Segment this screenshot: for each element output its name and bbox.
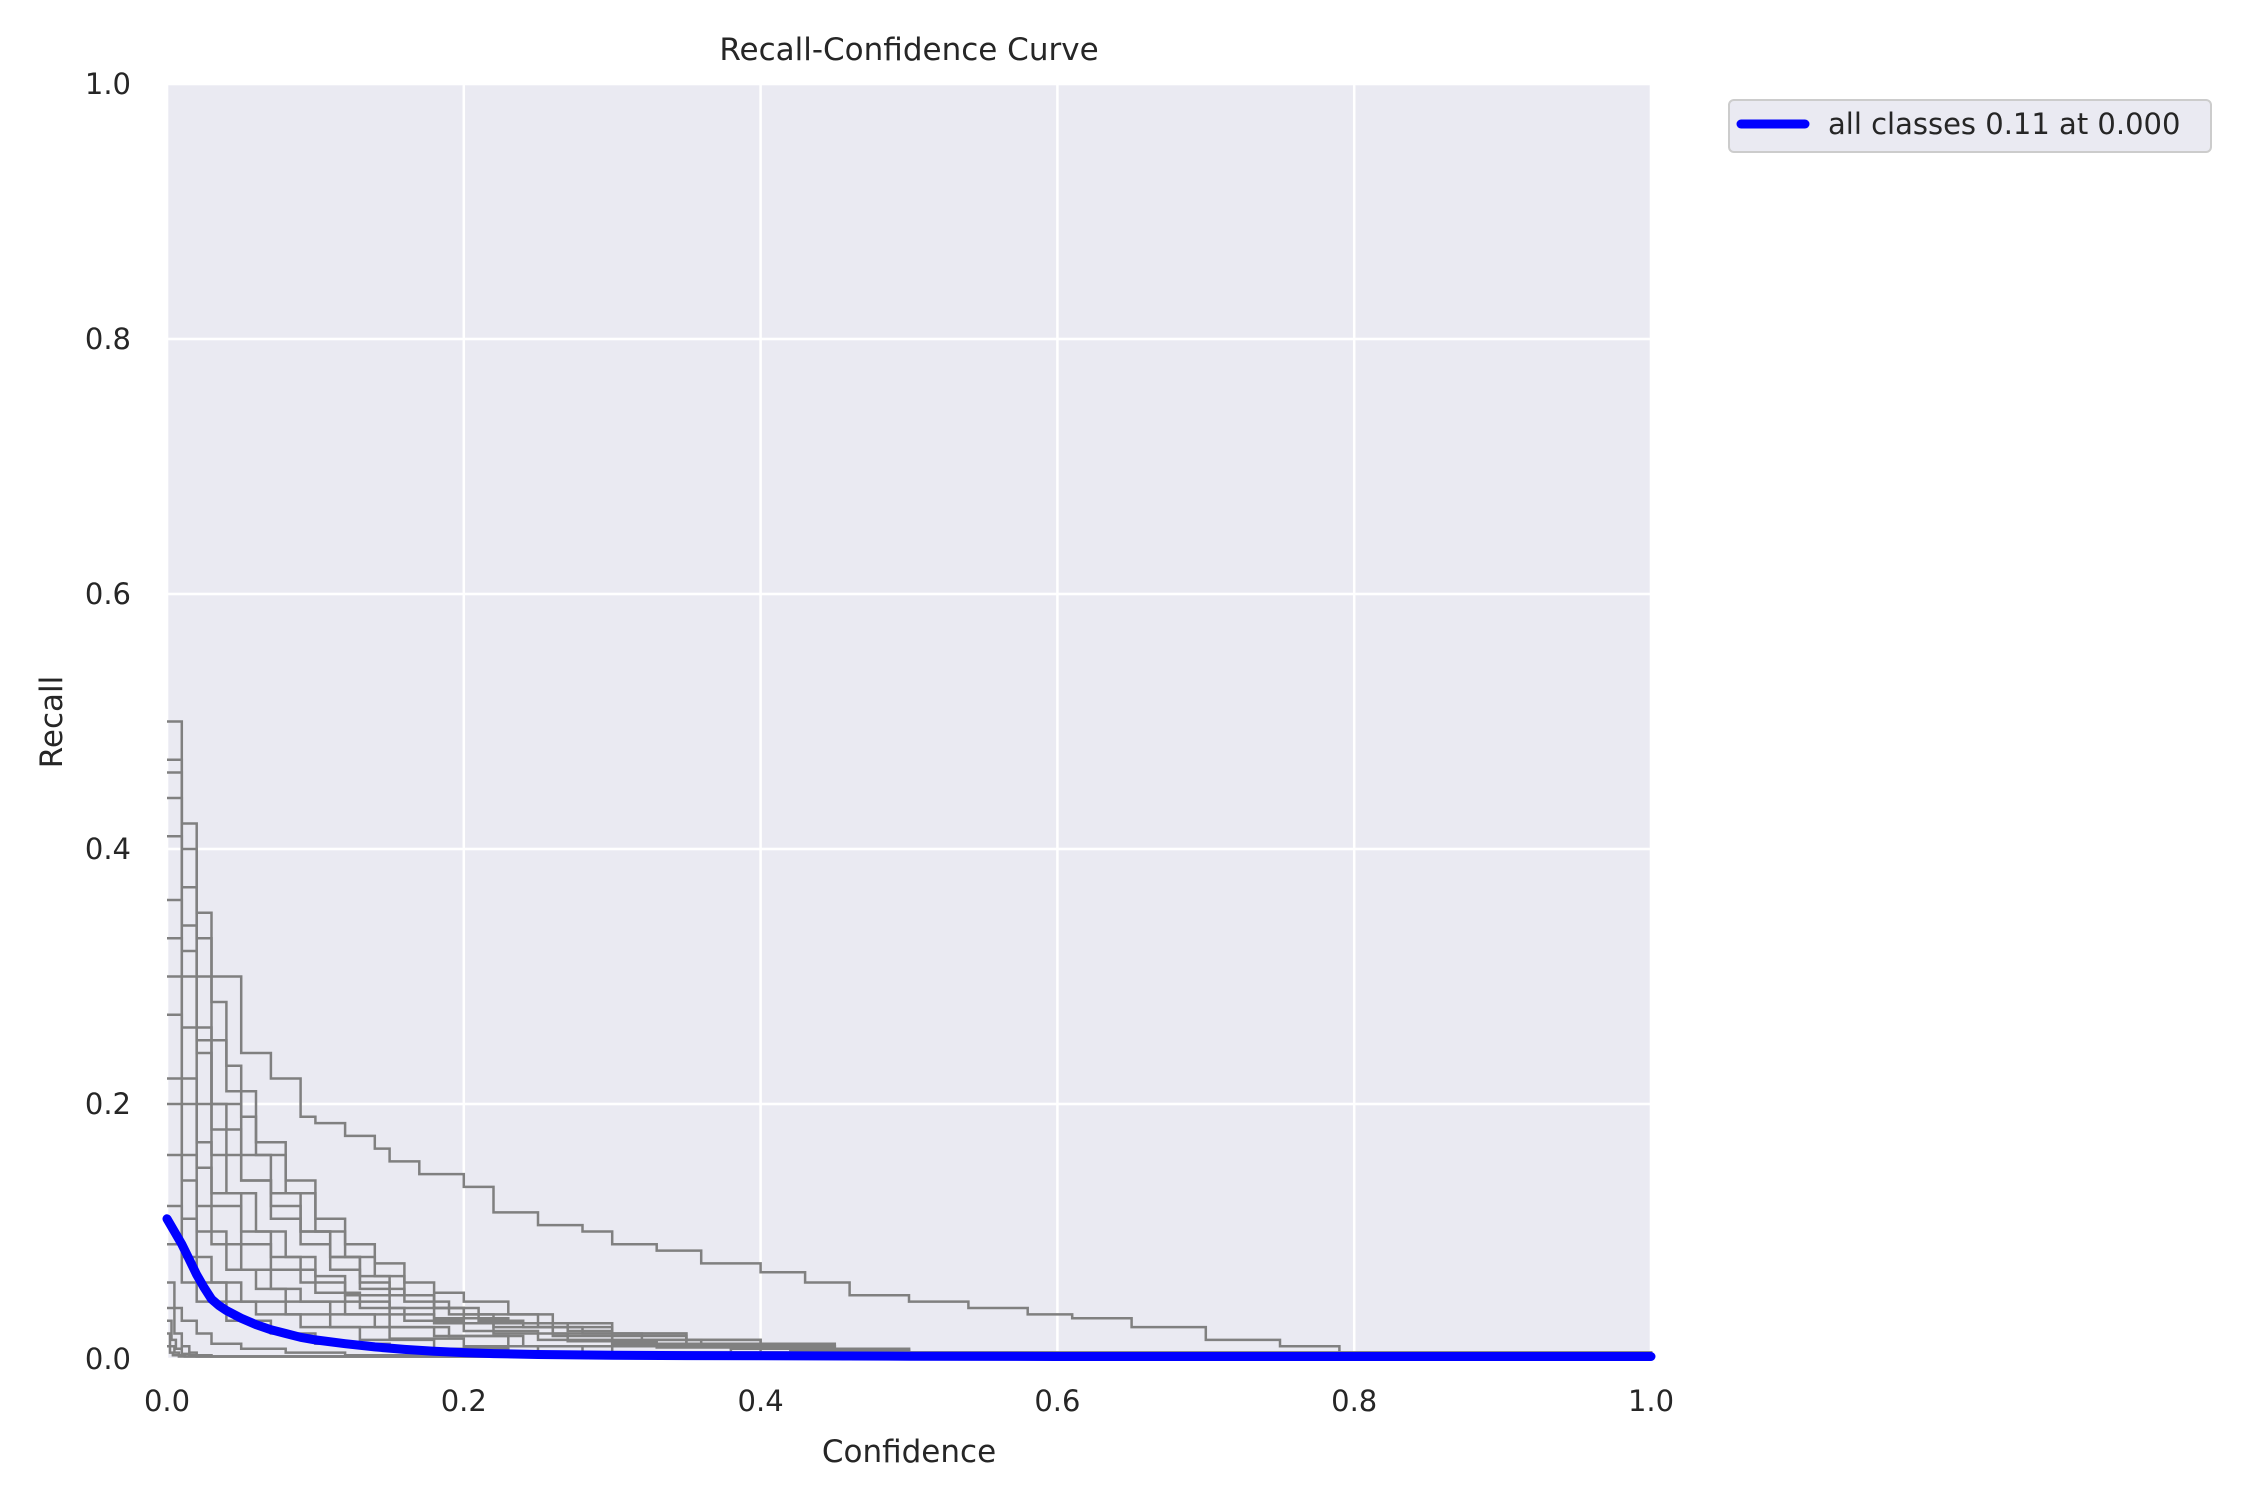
- y-tick-label: 0.4: [85, 832, 131, 866]
- class-recall-curve: [167, 1345, 1651, 1358]
- class-recall-curve: [167, 1013, 1653, 1357]
- mean-curve-group: [162, 1214, 1656, 1361]
- y-tick-label: 0.6: [85, 577, 131, 611]
- class-recall-curve: [167, 1281, 1653, 1357]
- legend-box: [1728, 99, 2212, 153]
- x-tick-label: 0.0: [144, 1384, 190, 1418]
- y-tick-label: 1.0: [85, 67, 131, 101]
- x-tick-label: 0.4: [738, 1384, 784, 1418]
- x-tick-label: 1.0: [1628, 1384, 1674, 1418]
- x-axis-label: Confidence: [822, 1434, 996, 1470]
- class-recall-curve: [167, 720, 1651, 1358]
- y-axis-label: Recall: [34, 676, 70, 769]
- x-axis-ticks: 0.0 0.2 0.4 0.6 0.8 1.0: [144, 1384, 1674, 1418]
- y-tick-label: 0.8: [85, 322, 131, 356]
- x-tick-label: 0.6: [1034, 1384, 1080, 1418]
- class-recall-curve: [167, 898, 1653, 1357]
- class-recall-curve: [167, 1204, 1653, 1357]
- plot-background: [167, 84, 1651, 1359]
- x-tick-label: 0.2: [441, 1384, 487, 1418]
- legend-label: all classes 0.11 at 0.000: [1828, 107, 2180, 141]
- y-axis-ticks: 0.0 0.2 0.4 0.6 0.8 1.0: [85, 67, 131, 1376]
- x-tick-label: 0.8: [1331, 1384, 1377, 1418]
- mean-recall-curve: [162, 1214, 1656, 1361]
- grid-lines: [165, 82, 1653, 1361]
- chart-title: Recall-Confidence Curve: [719, 32, 1098, 68]
- y-tick-label: 0.2: [85, 1087, 131, 1121]
- y-tick-label: 0.0: [85, 1342, 131, 1376]
- class-curves: [167, 720, 1653, 1358]
- legend: all classes 0.11 at 0.000: [1728, 99, 2212, 153]
